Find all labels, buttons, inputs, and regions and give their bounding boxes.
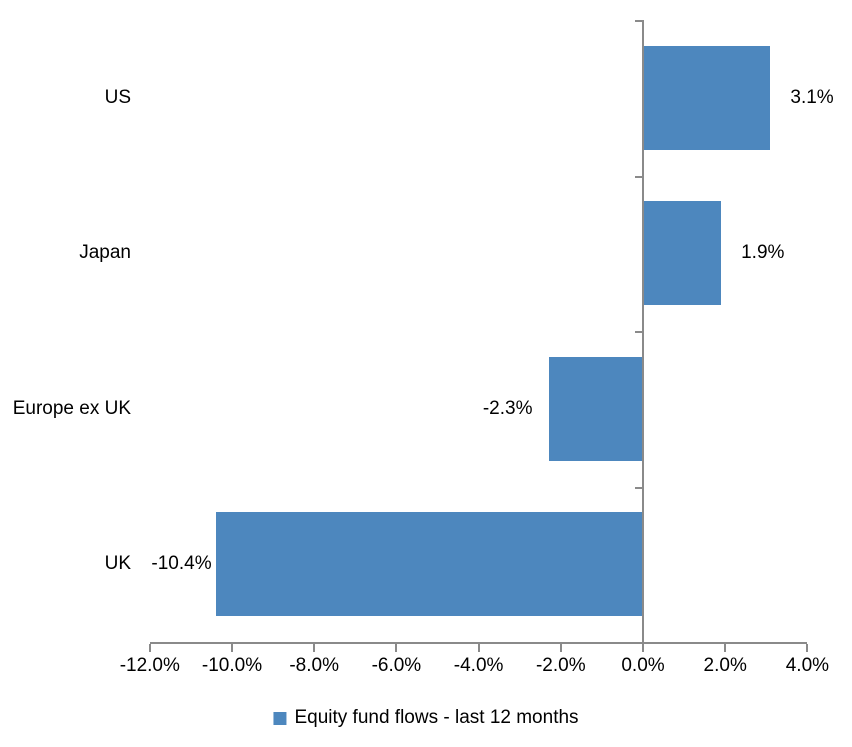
x-tick--8-0- (313, 644, 316, 652)
category-label-japan: Japan (79, 242, 131, 264)
bar-uk (215, 512, 643, 617)
bar-us (643, 45, 771, 150)
legend-swatch-icon (273, 711, 287, 725)
value-label-japan: 1.9% (741, 242, 785, 264)
value-label-uk: -10.4% (151, 553, 212, 575)
legend: Equity fund flows - last 12 months (273, 706, 579, 730)
zero-baseline (642, 20, 644, 652)
category-boundary-tick-1 (635, 175, 642, 178)
x-tick-2-0- (724, 644, 727, 652)
legend-label: Equity fund flows - last 12 months (294, 707, 579, 728)
x-tick-label-0-0-: 0.0% (621, 655, 665, 676)
value-label-us: 3.1% (790, 86, 834, 108)
x-axis-line (149, 642, 808, 644)
bar-europe-ex-uk (548, 356, 643, 461)
x-tick--6-0- (395, 644, 398, 652)
x-tick-label--12-0-: -12.0% (119, 655, 180, 676)
x-tick-label-2-0-: 2.0% (703, 655, 747, 676)
category-label-uk: UK (104, 553, 131, 575)
category-boundary-tick-0 (635, 20, 642, 22)
x-tick--2-0- (559, 644, 562, 652)
category-boundary-tick-2 (635, 331, 642, 333)
x-tick-4-0- (806, 644, 809, 652)
x-tick-label--10-0-: -10.0% (201, 655, 263, 676)
category-label-us: US (104, 86, 131, 108)
category-boundary-tick-3 (635, 486, 642, 489)
x-tick-label--6-0-: -6.0% (371, 655, 422, 676)
x-tick-label--4-0-: -4.0% (453, 655, 504, 676)
x-tick-label--8-0-: -8.0% (289, 655, 339, 676)
x-tick-label--2-0-: -2.0% (535, 655, 586, 676)
x-tick--10-0- (231, 644, 233, 652)
value-label-europe-ex-uk: -2.3% (482, 397, 533, 419)
bar-japan (643, 201, 722, 306)
x-tick-label-4-0-: 4.0% (785, 655, 830, 676)
x-tick--12-0- (148, 644, 151, 652)
x-tick--4-0- (477, 644, 480, 652)
category-label-europe-ex-uk: Europe ex UK (12, 397, 131, 419)
